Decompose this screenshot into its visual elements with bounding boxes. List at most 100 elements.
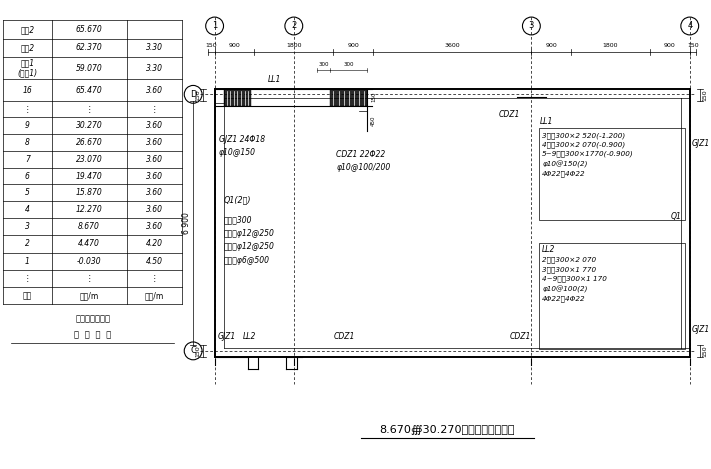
Text: 1800: 1800 [286,43,301,48]
Text: CDZ1 22Φ22
φ10@100/200: CDZ1 22Φ22 φ10@100/200 [336,150,390,172]
Text: 9: 9 [25,121,30,130]
Text: Q1: Q1 [671,212,682,221]
Text: 屋霤2: 屋霤2 [20,25,34,34]
Text: 2: 2 [25,239,30,249]
Text: 标高/m: 标高/m [80,291,99,301]
Text: D: D [190,90,196,99]
Text: 8: 8 [25,138,30,147]
Text: 19.470: 19.470 [76,172,102,181]
Text: 3.60: 3.60 [146,222,163,231]
Text: 3: 3 [529,22,534,30]
Text: ⋮: ⋮ [151,105,159,113]
Text: CDZ1: CDZ1 [510,332,531,340]
Text: 59.070: 59.070 [76,64,102,73]
Text: 300: 300 [319,62,329,67]
Text: 4: 4 [25,205,30,214]
Text: GJZ1: GJZ1 [218,332,236,340]
Text: 屋霤1
(塔兤1): 屋霤1 (塔兤1) [17,58,37,78]
Text: 6: 6 [25,172,30,181]
Text: ⋮: ⋮ [151,274,159,283]
Text: 3层：300×2 520(-1.200)
4层：300×2 070(-0.900)
5~9层：300×1770(-0.900)
φ10@150(2)
4Φ22；: 3层：300×2 520(-1.200) 4层：300×2 070(-0.900… [542,132,634,177]
Text: GJZ1: GJZ1 [692,325,710,333]
Text: 3.60: 3.60 [146,121,163,130]
Text: 4.50: 4.50 [146,257,163,266]
Text: 2: 2 [292,22,296,30]
Text: 3.60: 3.60 [146,189,163,197]
Text: 26.670: 26.670 [76,138,102,147]
Text: 层号: 层号 [23,291,32,301]
Text: 1: 1 [25,257,30,266]
Text: 16: 16 [22,86,32,95]
Text: LL2: LL2 [542,245,555,254]
Text: 900: 900 [228,43,240,48]
Text: 23.070: 23.070 [76,155,102,164]
Text: 150: 150 [688,43,699,48]
Text: ⋮: ⋮ [23,105,31,113]
Text: 3.60: 3.60 [146,86,163,95]
Text: 900: 900 [347,43,359,48]
Text: 3.60: 3.60 [146,172,163,181]
Text: 结构层楼面标高: 结构层楼面标高 [75,315,110,324]
Text: 3.60: 3.60 [146,155,163,164]
Text: ⋮: ⋮ [85,105,93,113]
Text: 8.670: 8.670 [78,222,100,231]
Text: 4.470: 4.470 [78,239,100,249]
Bar [540,243,685,349]
Bar [540,128,685,220]
Text: 300: 300 [343,62,354,67]
Bar [331,90,367,106]
Text: 4.20: 4.20 [146,239,163,249]
Text: 塔兤2: 塔兤2 [20,43,34,52]
Text: 150: 150 [205,43,217,48]
Text: 结  构  层  高: 结 构 层 高 [74,331,111,340]
Text: 7: 7 [25,155,30,164]
Text: 15.870: 15.870 [76,189,102,197]
Text: 3600: 3600 [444,43,460,48]
Text: 2层：300×2 070
3层：300×1 770
4~9层：300×1 170
φ10@100(2)
4Φ22；4Φ22: 2层：300×2 070 3层：300×1 770 4~9层：300×1 170… [542,257,607,302]
Text: 3.30: 3.30 [146,64,163,73]
Text: 30.270: 30.270 [76,121,102,130]
Text: CDZ1: CDZ1 [498,110,520,119]
Text: C: C [191,347,196,356]
Text: 150: 150 [702,345,707,357]
Text: GJZ1 24Φ18
φ10@150: GJZ1 24Φ18 φ10@150 [219,135,265,157]
Text: Q1(2排): Q1(2排) [223,196,251,205]
Bar [223,90,251,106]
Text: LL1: LL1 [267,75,281,84]
Text: 900: 900 [545,43,557,48]
Text: ⋮: ⋮ [23,274,31,283]
Text: 5: 5 [25,189,30,197]
Text: 墙厚：300
水平：φ12@250
竖向：φ12@250
拉筋：φ6@500: 墙厚：300 水平：φ12@250 竖向：φ12@250 拉筋：φ6@500 [223,215,274,265]
Text: GJZ1: GJZ1 [692,139,710,148]
Text: 3.30: 3.30 [146,43,163,52]
Text: 1: 1 [212,22,218,30]
Text: -0.030: -0.030 [77,257,102,266]
Text: 450: 450 [371,116,376,126]
Text: 65.470: 65.470 [76,86,102,95]
Text: 150: 150 [196,90,201,101]
Text: 65.670: 65.670 [76,25,102,34]
Text: 8.670∰30.270剪力墙平法施工图: 8.670∰30.270剪力墙平法施工图 [380,425,515,435]
Text: LL1: LL1 [540,117,552,126]
Text: 900: 900 [664,43,676,48]
Text: 6 900: 6 900 [183,212,191,234]
Text: 层高/m: 层高/m [145,291,164,301]
Text: CDZ1: CDZ1 [334,332,356,340]
Text: ⋮: ⋮ [85,274,93,283]
Text: 150: 150 [196,345,201,357]
Text: 3.60: 3.60 [146,205,163,214]
Text: LL2: LL2 [242,332,256,340]
Text: 12.270: 12.270 [76,205,102,214]
Text: 4: 4 [687,22,693,30]
Text: 3: 3 [25,222,30,231]
Text: 3.60: 3.60 [146,138,163,147]
Text: 150: 150 [371,91,376,102]
Text: 150: 150 [702,90,707,101]
Text: 1800: 1800 [603,43,619,48]
Text: 62.370: 62.370 [76,43,102,52]
